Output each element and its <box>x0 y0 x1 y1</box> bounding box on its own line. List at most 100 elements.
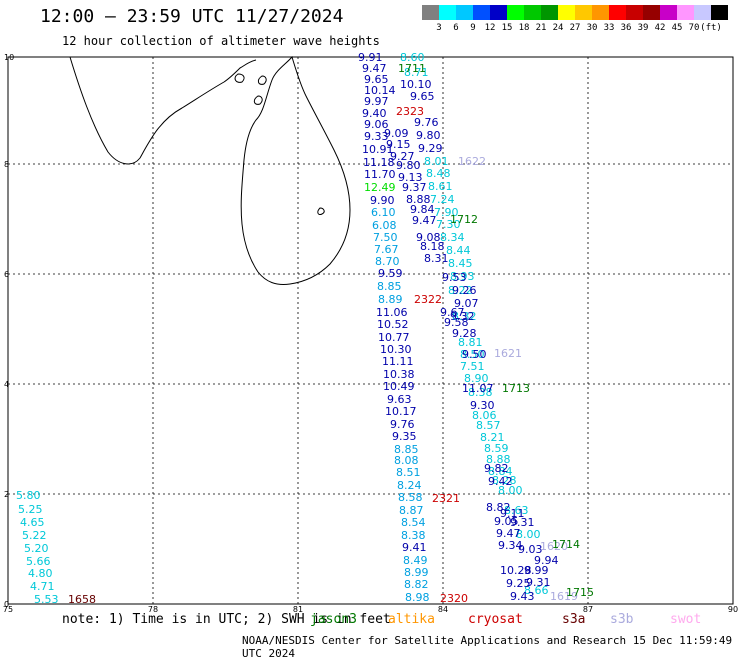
scale-swatch <box>558 5 575 20</box>
scale-label: 24 <box>552 23 564 33</box>
wave-height-label: 8.99 <box>404 566 429 579</box>
wave-height-label: 1713 <box>502 382 530 395</box>
satellite-name: swot <box>670 612 702 627</box>
scale-label: 15 <box>501 23 513 33</box>
y-tick-label: 0 <box>4 600 9 609</box>
wave-height-label: 5.80 <box>16 489 41 502</box>
scale-swatch <box>507 5 524 20</box>
wave-height-label: 8.59 <box>484 442 509 455</box>
wave-height-label: 9.26 <box>452 284 477 297</box>
wave-height-label: 9.53 <box>442 271 467 284</box>
wave-height-label: 9.08 <box>416 231 441 244</box>
wave-height-label: 9.99 <box>524 564 549 577</box>
wave-height-label: 9.37 <box>402 181 427 194</box>
scale-label: 21 <box>535 23 547 33</box>
satellite-name: s3a <box>562 612 586 627</box>
wave-height-label: 10.30 <box>380 343 412 356</box>
wave-height-label: 1711 <box>398 62 426 75</box>
wave-height-label: 8.81 <box>458 336 483 349</box>
wave-height-label: 9.76 <box>414 116 439 129</box>
wave-height-label: 5.20 <box>24 542 49 555</box>
wave-height-label: 9.63 <box>387 393 412 406</box>
x-tick-label: 90 <box>728 605 738 614</box>
y-tick-label: 4 <box>4 380 9 389</box>
wave-height-label: 2323 <box>396 105 424 118</box>
scale-label: 36 <box>620 23 632 33</box>
scale-label: 18 <box>518 23 530 33</box>
wave-height-label: 9.41 <box>402 541 427 554</box>
wave-height-label: 9.65 <box>364 73 389 86</box>
wave-height-label: 8.50 <box>460 348 485 361</box>
wave-height-label: 6.10 <box>371 206 396 219</box>
wave-height-label: 11.18 <box>363 156 395 169</box>
x-tick-label: 84 <box>438 605 448 614</box>
wave-height-label: 9.31 <box>510 516 535 529</box>
scale-label: 30 <box>586 23 598 33</box>
wave-height-label: 7.30 <box>436 218 461 231</box>
wave-height-label: 8.85 <box>394 443 419 456</box>
wave-height-label: 8.34 <box>440 231 465 244</box>
wave-height-label: 9.80 <box>396 159 421 172</box>
wave-height-label: 8.89 <box>378 293 403 306</box>
wave-height-label: 7.67 <box>374 243 399 256</box>
wave-height-label: 9.06 <box>364 118 389 131</box>
wave-height-label: 12.49 <box>364 181 396 194</box>
wave-height-label: 9.25 <box>506 577 531 590</box>
wave-height-label: 1715 <box>566 586 594 599</box>
wave-height-label: 8.28 <box>492 474 517 487</box>
wave-height-label: 8.38 <box>468 386 493 399</box>
sri-lanka-coastline <box>69 55 351 285</box>
wave-height-label: 8.57 <box>476 419 501 432</box>
wave-height-label: 8.90 <box>464 372 489 385</box>
wave-height-label: 9.58 <box>444 316 469 329</box>
wave-height-label: 9.47 <box>362 62 387 75</box>
wave-height-label: 10.14 <box>364 84 396 97</box>
wave-height-label: 9.43 <box>510 590 535 603</box>
wave-height-label: 10.17 <box>385 405 417 418</box>
wave-height-label: 9.67 <box>440 306 465 319</box>
map-subtitle: 12 hour collection of altimeter wave hei… <box>62 34 380 48</box>
wave-height-label: 4.80 <box>28 567 53 580</box>
wave-height-label: 10.49 <box>383 380 415 393</box>
wave-height-label: 9.11 <box>500 507 525 520</box>
wave-height-label: 9.09 <box>384 127 409 140</box>
wave-height-label: 8.84 <box>488 465 513 478</box>
wave-height-label: 9.03 <box>518 543 543 556</box>
wave-height-label: 8.08 <box>394 454 419 467</box>
scale-swatch <box>694 5 711 20</box>
wave-height-label: 1712 <box>450 213 478 226</box>
satellite-name: s3b <box>610 612 634 627</box>
wave-height-label: 2320 <box>440 592 468 605</box>
wave-height-label: 8.38 <box>401 529 426 542</box>
wave-height-label: 8.88 <box>406 193 431 206</box>
wave-height-label: 10.10 <box>400 78 432 91</box>
wave-height-label: 8.63 <box>504 504 529 517</box>
wave-height-label: 8.58 <box>398 491 423 504</box>
scale-swatch <box>422 5 439 20</box>
wave-height-label: 7.90 <box>434 206 459 219</box>
wave-height-label: 8.66 <box>524 584 549 597</box>
wave-height-label: 4.65 <box>20 516 45 529</box>
wave-height-label: 9.94 <box>534 554 559 567</box>
wave-height-label: 8.49 <box>403 554 428 567</box>
wave-height-label: 5.22 <box>22 529 47 542</box>
wave-height-label: 1622 <box>458 155 486 168</box>
satellite-name: jason3 <box>310 612 357 627</box>
wave-height-label: 8.18 <box>420 240 445 253</box>
scale-swatch <box>592 5 609 20</box>
wave-height-label: 10.77 <box>378 331 410 344</box>
scale-label: 9 <box>470 23 476 33</box>
scale-label: 39 <box>637 23 649 33</box>
scale-swatch <box>524 5 541 20</box>
scale-swatch <box>439 5 456 20</box>
wave-height-label: 9.13 <box>398 171 423 184</box>
scale-label: 42 <box>654 23 666 33</box>
wave-height-label: 8.82 <box>404 578 429 591</box>
wave-height-label: 11.70 <box>364 168 396 181</box>
wave-height-label: 9.65 <box>410 90 435 103</box>
wave-height-label: 10.52 <box>377 318 409 331</box>
map-title: 12:00 – 23:59 UTC 11/27/2024 <box>40 6 344 27</box>
scale-swatch <box>456 5 473 20</box>
y-tick-label: 10 <box>4 53 14 62</box>
